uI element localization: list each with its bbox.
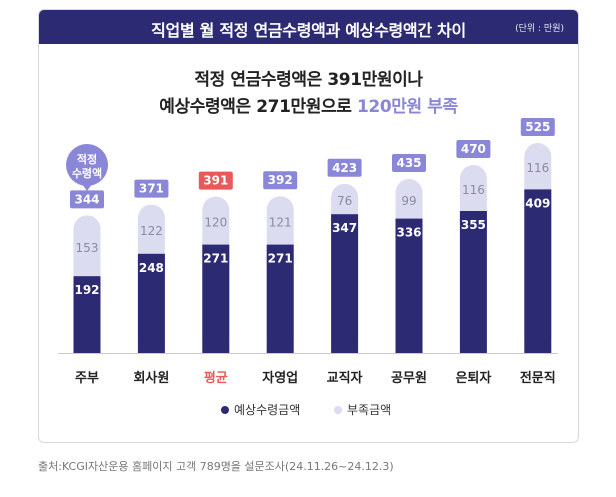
expected-value-label: 355 bbox=[461, 218, 486, 232]
expected-value-label: 336 bbox=[396, 226, 421, 240]
bar-expected bbox=[202, 244, 230, 353]
total-value-box bbox=[134, 179, 169, 198]
shortfall-value-label: 116 bbox=[526, 161, 549, 175]
shortfall-value-label: 99 bbox=[401, 194, 416, 208]
expected-value-label: 271 bbox=[268, 252, 293, 266]
total-value-label: 423 bbox=[332, 161, 357, 175]
category-label: 교직자 bbox=[327, 370, 363, 386]
total-value-box bbox=[392, 154, 426, 172]
expected-value-label: 409 bbox=[525, 196, 550, 210]
category-label: 전문직 bbox=[520, 370, 556, 386]
total-value-label: 525 bbox=[525, 120, 550, 134]
total-value-label: 344 bbox=[74, 192, 99, 206]
unit-label: (단위 : 만원) bbox=[515, 24, 564, 34]
headline-line-2: 예상수령액은 271만원으로 120만원 부족 bbox=[39, 94, 578, 121]
shortfall-value-label: 116 bbox=[462, 183, 485, 197]
category-label: 은퇴자 bbox=[455, 370, 491, 386]
expected-value-label: 271 bbox=[203, 252, 228, 266]
total-value-label: 392 bbox=[268, 173, 293, 187]
expected-value-label: 248 bbox=[139, 261, 164, 275]
chart-title: 직업별 월 적정 연금수령액과 예상수령액간 차이 bbox=[151, 21, 466, 40]
bar-expected bbox=[459, 211, 487, 353]
total-value-label: 371 bbox=[139, 182, 164, 196]
stacked-bar-chart: 192 153 344 주부 248 122 371 회사원 271 120 391 평균 271 121… bbox=[58, 118, 558, 417]
total-value-label: 470 bbox=[461, 142, 486, 156]
infographic-card: 직업별 월 적정 연금수령액과 예상수령액간 차이 (단위 : 만원) 적정 연… bbox=[38, 9, 579, 443]
title-banner: 직업별 월 적정 연금수령액과 예상수령액간 차이 (단위 : 만원) bbox=[39, 10, 578, 44]
bar-expected bbox=[331, 214, 359, 353]
category-label: 주부 bbox=[75, 371, 99, 386]
total-value-box bbox=[456, 140, 491, 158]
headline-line-2-text: 예상수령액은 271만원으로 bbox=[159, 97, 357, 117]
total-value-label: 391 bbox=[203, 174, 228, 188]
total-value-box bbox=[198, 171, 233, 190]
legend-label-shortfall: 부족금액 bbox=[347, 403, 391, 417]
total-value-box bbox=[520, 118, 555, 136]
headline: 적정 연금수령액은 391만원이나 예상수령액은 271만원으로 120만원 부… bbox=[39, 67, 578, 121]
bar-expected bbox=[395, 218, 423, 353]
headline-accent: 120만원 부족 bbox=[356, 97, 458, 117]
bar-expected bbox=[266, 244, 294, 353]
callout-text-line-1: 적정 bbox=[77, 152, 97, 166]
headline-line-1: 적정 연금수령액은 391만원이나 bbox=[194, 70, 423, 90]
callout-pointer bbox=[82, 184, 92, 191]
source-note: 출처:KCGI자산운용 홈페이지 고객 789명을 설문조사(24.11.26~… bbox=[38, 460, 394, 473]
shortfall-value-label: 120 bbox=[204, 216, 227, 230]
bar-expected bbox=[137, 253, 165, 353]
bar-expected bbox=[524, 189, 552, 353]
total-value-box bbox=[70, 190, 104, 209]
shortfall-value-label: 153 bbox=[76, 241, 99, 255]
expected-value-label: 347 bbox=[332, 221, 357, 235]
shortfall-value-label: 76 bbox=[337, 194, 352, 208]
category-label: 회사원 bbox=[133, 370, 169, 386]
legend-label-expected: 예상수령금액 bbox=[234, 403, 300, 417]
category-label: 평균 bbox=[204, 370, 228, 386]
category-label: 공무원 bbox=[391, 371, 427, 386]
category-label: 자영업 bbox=[262, 371, 298, 386]
callout-bubble bbox=[66, 144, 108, 186]
shortfall-value-label: 121 bbox=[269, 215, 292, 229]
legend-swatch-expected bbox=[221, 406, 229, 414]
total-value-label: 435 bbox=[396, 156, 421, 170]
shortfall-value-label: 122 bbox=[140, 224, 163, 238]
total-value-box bbox=[327, 158, 362, 177]
bar-expected bbox=[73, 276, 101, 353]
callout-text-line-2: 수령액 bbox=[72, 167, 102, 180]
legend-swatch-shortfall bbox=[334, 406, 342, 414]
total-value-box bbox=[263, 171, 298, 190]
expected-value-label: 192 bbox=[74, 283, 99, 297]
